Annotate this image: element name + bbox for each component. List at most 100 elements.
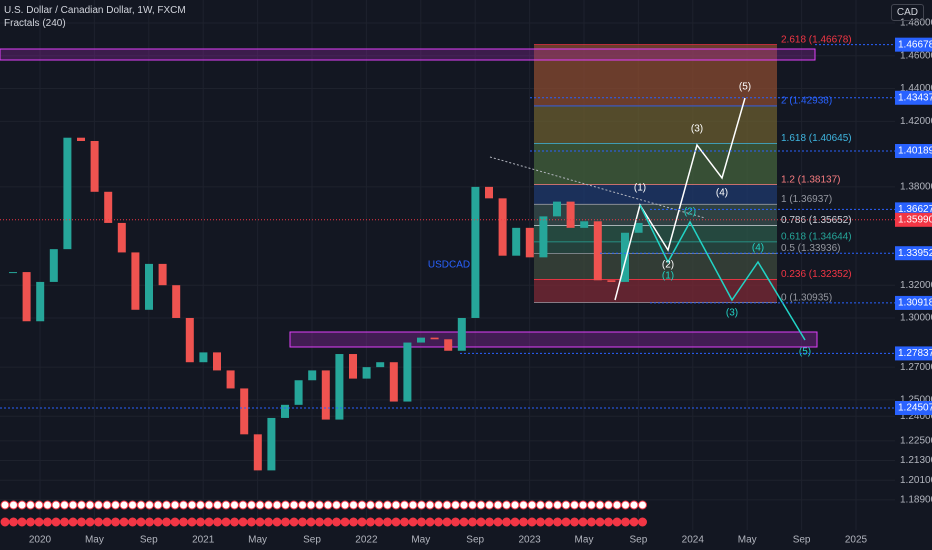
event-icon (204, 500, 214, 510)
event-icon (111, 500, 120, 510)
event-icon (459, 500, 469, 510)
event-icon (221, 500, 231, 510)
candle (553, 201, 561, 217)
event-icon (43, 517, 52, 527)
event-icon (578, 500, 588, 510)
candle (417, 337, 425, 343)
candle (104, 191, 113, 223)
wave-labels: (1)(2)(3)(4)(5)(1)(2)(3)(4)(5) (634, 82, 811, 358)
event-icon (17, 500, 27, 510)
candle (498, 198, 507, 256)
event-icon (468, 500, 477, 510)
trend-line (489, 156, 706, 219)
bull-wave-label: (3) (691, 124, 703, 135)
fib-label: 0 (1.30935) (781, 292, 832, 303)
event-icon (306, 517, 316, 527)
event-icon (595, 517, 605, 527)
event-icon (502, 517, 511, 527)
x-tick-label: May (411, 535, 430, 546)
event-icon (544, 500, 554, 510)
event-icon (621, 517, 630, 527)
event-icon (425, 500, 435, 510)
event-icon (272, 500, 282, 510)
candle (376, 362, 385, 368)
event-icon (349, 500, 358, 510)
candle (403, 342, 412, 402)
event-icon (196, 500, 205, 510)
event-icon (102, 517, 112, 527)
candle (580, 221, 589, 228)
candle (49, 249, 58, 282)
price-tag-label: 1.36627 (898, 204, 932, 215)
y-tick-label: 1.18900 (900, 495, 932, 506)
price-tag (895, 346, 932, 361)
event-icon (510, 500, 520, 510)
bear-wave (639, 204, 806, 341)
event-icon (255, 500, 265, 510)
event-icon (230, 517, 239, 527)
event-icon (26, 500, 35, 510)
event-icon (425, 517, 435, 527)
indicator-name: Fractals (240) (4, 18, 66, 29)
currency-button[interactable]: CAD (890, 4, 924, 21)
fib-band (534, 105, 777, 144)
event-icon (170, 500, 180, 510)
event-icon (119, 517, 129, 527)
candle (226, 370, 235, 389)
event-icon (0, 500, 10, 510)
fib-label: 2.618 (1.46678) (781, 34, 852, 45)
event-icon (281, 500, 290, 510)
event-icon (238, 517, 248, 527)
price-tag-label: 1.46678 (898, 39, 932, 50)
x-tick-label: 2025 (845, 535, 868, 546)
candle (199, 352, 208, 363)
candle (267, 417, 276, 471)
fib-tool: 2.618 (1.46678) 2 (1.42938) 1.618 (1.40645… (534, 34, 852, 303)
price-tag-label: 1.33952 (898, 248, 932, 259)
x-tick-label: 2022 (355, 535, 378, 546)
candle (593, 221, 602, 281)
event-icon (519, 517, 528, 527)
event-icon (85, 517, 95, 527)
event-icon (349, 517, 358, 527)
event-icon (612, 517, 622, 527)
event-icon (298, 500, 307, 510)
x-tick-label: 2024 (682, 535, 705, 546)
event-icon (502, 500, 511, 510)
candle (471, 186, 480, 318)
event-icon (519, 500, 528, 510)
event-icon (553, 500, 562, 510)
candle (145, 263, 153, 310)
symbol-title: U.S. Dollar / Canadian Dollar, 1W, FXCM (4, 5, 186, 16)
event-icon (289, 500, 299, 510)
event-icon (604, 500, 613, 510)
price-tag-label: 1.43437 (898, 92, 932, 103)
x-tick-label: Sep (303, 535, 321, 546)
candle (253, 434, 262, 471)
axis-labels: 1.48000 1.46000 1.44000 1.42000 1.38000 1.320… (0, 18, 932, 546)
candle (172, 285, 181, 318)
event-icon (306, 500, 316, 510)
candle (9, 272, 17, 274)
y-tick-label: 1.46000 (900, 50, 932, 61)
event-icon (17, 517, 27, 527)
event-icon (94, 517, 103, 527)
event-icon (357, 517, 367, 527)
event-icon (587, 500, 596, 510)
candle (634, 222, 643, 233)
event-icon (298, 517, 307, 527)
event-icon (136, 517, 146, 527)
event-icon (587, 517, 596, 527)
x-tick-label: 2020 (29, 535, 52, 546)
candle (131, 252, 140, 310)
x-tick-label: Sep (140, 535, 158, 546)
event-icon (408, 517, 418, 527)
event-icon (264, 517, 273, 527)
candle (389, 362, 398, 402)
event-icon (323, 517, 333, 527)
event-icon (255, 517, 265, 527)
event-icon (383, 500, 392, 510)
bull-wave-label: (1) (634, 183, 646, 194)
price-tag (895, 400, 932, 415)
event-icon (85, 500, 95, 510)
